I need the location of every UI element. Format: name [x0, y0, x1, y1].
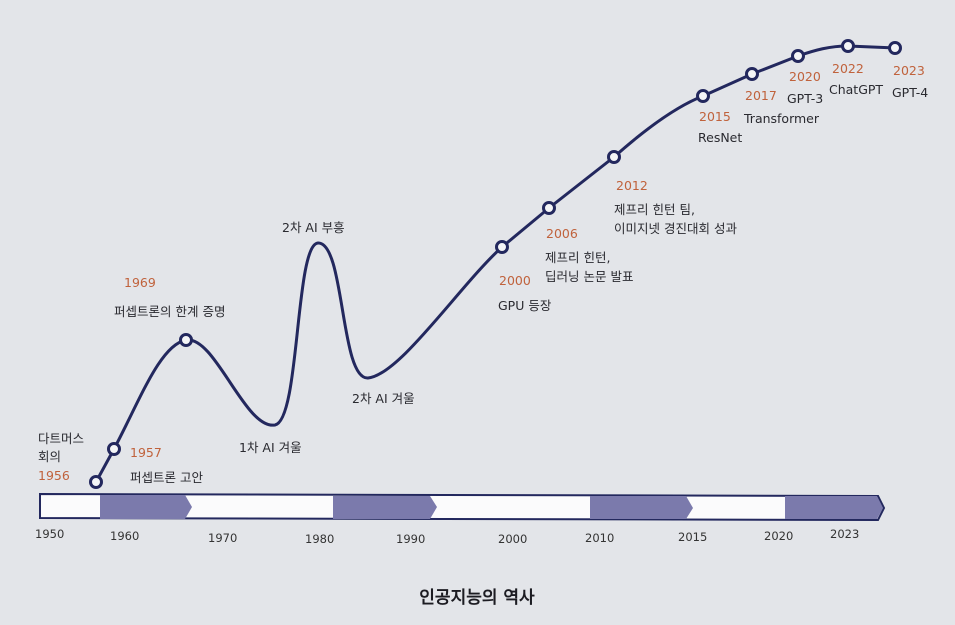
tick-label: 2010 — [585, 531, 614, 545]
tick-label: 1980 — [305, 532, 334, 546]
event-first-ai-winter: 1차 AI 겨울 — [239, 440, 302, 455]
milestone-marker — [607, 150, 621, 164]
event-year: 1969 — [124, 275, 156, 290]
event-2022: 2022 ChatGPT — [829, 61, 883, 97]
milestone-markers — [89, 39, 902, 489]
event-text: 퍼셉트론의 한계 증명 — [114, 304, 225, 319]
event-2015: 2015 ResNet — [698, 109, 742, 145]
event-year: 2015 — [699, 109, 731, 124]
era-band — [100, 495, 192, 519]
era-band — [333, 496, 437, 519]
milestone-marker — [107, 442, 121, 456]
milestone-marker — [495, 240, 509, 254]
era-band — [785, 496, 883, 519]
event-2020: 2020 GPT-3 — [787, 69, 823, 106]
event-2006: 2006 제프리 힌턴, 딥러닝 논문 발표 — [545, 226, 633, 284]
tick-label: 2023 — [830, 527, 859, 541]
milestone-marker — [888, 41, 902, 55]
event-text: 이미지넷 경진대회 성과 — [614, 221, 737, 236]
event-text: ChatGPT — [829, 82, 883, 97]
event-second-ai-winter: 2차 AI 겨울 — [352, 391, 415, 406]
event-year: 2012 — [616, 178, 648, 193]
event-text: 다트머스 — [38, 431, 84, 446]
timeline-bar — [39, 492, 886, 522]
tick-label: 2020 — [764, 529, 793, 543]
event-1956: 다트머스 회의 1956 — [38, 431, 84, 483]
milestone-marker — [841, 39, 855, 53]
event-text: Transformer — [743, 111, 820, 126]
event-1969: 1969 퍼셉트론의 한계 증명 — [114, 275, 225, 319]
milestone-marker — [791, 49, 805, 63]
event-2017: 2017 Transformer — [743, 88, 820, 126]
axis-ticks: 1950 1960 1970 1980 1990 2000 2010 2015 … — [35, 527, 859, 546]
event-year: 2006 — [546, 226, 578, 241]
tick-label: 2000 — [498, 532, 527, 546]
event-year: 1957 — [130, 445, 162, 460]
event-text: 회의 — [38, 449, 61, 464]
event-year: 2017 — [745, 88, 777, 103]
event-second-ai-boom: 2차 AI 부흥 — [282, 220, 345, 235]
event-text: 제프리 힌턴 팀, — [614, 202, 695, 217]
event-year: 2023 — [893, 63, 925, 78]
event-year: 1956 — [38, 468, 70, 483]
era-band — [590, 496, 693, 519]
event-2000: 2000 GPU 등장 — [498, 273, 552, 313]
diagram-caption: 인공지능의 역사 — [419, 588, 535, 608]
tick-label: 1970 — [208, 531, 237, 545]
event-text: 제프리 힌턴, — [545, 250, 610, 265]
event-text: GPT-3 — [787, 91, 823, 106]
event-year: 2022 — [832, 61, 864, 76]
event-text: GPU 등장 — [498, 298, 552, 313]
event-2012: 2012 제프리 힌턴 팀, 이미지넷 경진대회 성과 — [614, 178, 737, 236]
tick-label: 1950 — [35, 527, 64, 541]
event-text: ResNet — [698, 130, 742, 145]
event-2023: 2023 GPT-4 — [892, 63, 928, 100]
tick-label: 2015 — [678, 530, 707, 544]
tick-label: 1990 — [396, 532, 425, 546]
event-year: 2020 — [789, 69, 821, 84]
event-year: 2000 — [499, 273, 531, 288]
event-text: 퍼셉트론 고안 — [130, 470, 203, 485]
event-text: 딥러닝 논문 발표 — [545, 269, 633, 284]
milestone-marker — [745, 67, 759, 81]
milestone-marker — [89, 475, 103, 489]
ai-progress-curve — [94, 44, 896, 483]
event-1957: 1957 퍼셉트론 고안 — [130, 445, 203, 485]
event-text: GPT-4 — [892, 85, 928, 100]
milestone-marker — [542, 201, 556, 215]
tick-label: 1960 — [110, 529, 139, 543]
milestone-marker — [179, 333, 193, 347]
milestone-marker — [696, 89, 710, 103]
